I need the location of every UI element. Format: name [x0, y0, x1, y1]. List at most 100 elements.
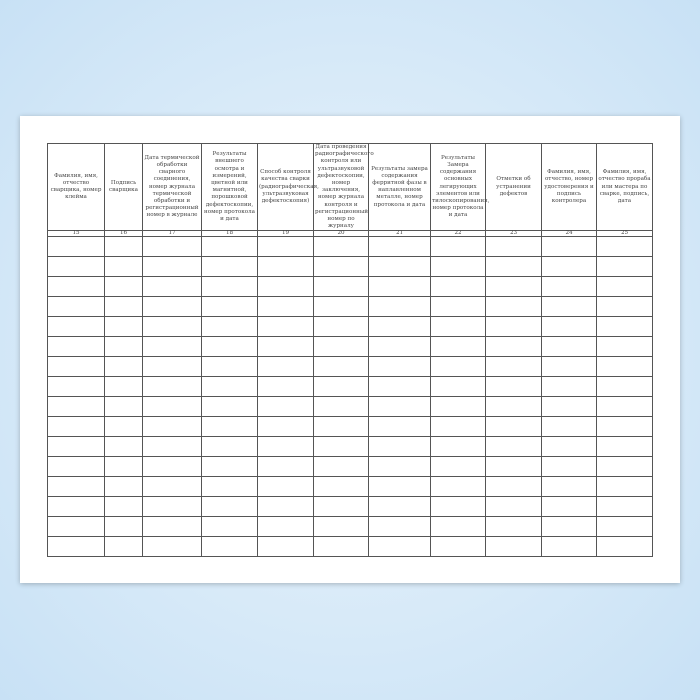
table-cell[interactable] — [257, 336, 314, 358]
table-cell[interactable] — [596, 296, 653, 318]
table-cell[interactable] — [313, 536, 369, 558]
table-cell[interactable] — [142, 496, 202, 518]
table-cell[interactable] — [104, 236, 143, 258]
table-cell[interactable] — [313, 316, 369, 338]
table-cell[interactable] — [313, 516, 369, 538]
table-cell[interactable] — [257, 276, 314, 298]
table-cell[interactable] — [368, 456, 431, 478]
table-cell[interactable] — [142, 376, 202, 398]
table-cell[interactable] — [201, 276, 258, 298]
table-cell[interactable] — [485, 256, 542, 278]
table-cell[interactable] — [142, 476, 202, 498]
table-cell[interactable] — [104, 416, 143, 438]
table-cell[interactable] — [430, 276, 486, 298]
table-cell[interactable] — [47, 416, 105, 438]
table-cell[interactable] — [596, 516, 653, 538]
table-cell[interactable] — [541, 516, 597, 538]
table-cell[interactable] — [313, 436, 369, 458]
table-cell[interactable] — [485, 336, 542, 358]
table-cell[interactable] — [313, 336, 369, 358]
table-cell[interactable] — [142, 236, 202, 258]
table-cell[interactable] — [485, 276, 542, 298]
table-cell[interactable] — [201, 336, 258, 358]
table-cell[interactable] — [201, 356, 258, 378]
table-cell[interactable] — [596, 376, 653, 398]
table-cell[interactable] — [257, 296, 314, 318]
table-cell[interactable] — [541, 456, 597, 478]
table-cell[interactable] — [201, 256, 258, 278]
table-cell[interactable] — [201, 496, 258, 518]
table-cell[interactable] — [257, 436, 314, 458]
table-cell[interactable] — [142, 516, 202, 538]
table-cell[interactable] — [368, 376, 431, 398]
table-cell[interactable] — [485, 496, 542, 518]
table-cell[interactable] — [313, 256, 369, 278]
table-cell[interactable] — [142, 296, 202, 318]
table-cell[interactable] — [368, 396, 431, 418]
table-cell[interactable] — [596, 236, 653, 258]
table-cell[interactable] — [368, 316, 431, 338]
table-cell[interactable] — [47, 536, 105, 558]
table-cell[interactable] — [47, 456, 105, 478]
table-cell[interactable] — [47, 396, 105, 418]
table-cell[interactable] — [430, 456, 486, 478]
table-cell[interactable] — [313, 376, 369, 398]
table-cell[interactable] — [104, 296, 143, 318]
table-cell[interactable] — [257, 516, 314, 538]
table-cell[interactable] — [596, 336, 653, 358]
table-cell[interactable] — [257, 416, 314, 438]
table-cell[interactable] — [313, 456, 369, 478]
table-cell[interactable] — [201, 436, 258, 458]
table-cell[interactable] — [142, 536, 202, 558]
table-cell[interactable] — [47, 296, 105, 318]
table-cell[interactable] — [485, 456, 542, 478]
table-cell[interactable] — [47, 376, 105, 398]
table-cell[interactable] — [596, 536, 653, 558]
table-cell[interactable] — [201, 236, 258, 258]
table-cell[interactable] — [541, 476, 597, 498]
table-cell[interactable] — [201, 536, 258, 558]
table-cell[interactable] — [596, 396, 653, 418]
table-cell[interactable] — [104, 536, 143, 558]
table-cell[interactable] — [201, 456, 258, 478]
table-cell[interactable] — [104, 356, 143, 378]
table-cell[interactable] — [104, 276, 143, 298]
table-cell[interactable] — [430, 516, 486, 538]
table-cell[interactable] — [104, 456, 143, 478]
table-cell[interactable] — [313, 296, 369, 318]
table-cell[interactable] — [368, 416, 431, 438]
table-cell[interactable] — [485, 536, 542, 558]
table-cell[interactable] — [142, 336, 202, 358]
table-cell[interactable] — [142, 256, 202, 278]
table-cell[interactable] — [368, 256, 431, 278]
table-cell[interactable] — [104, 256, 143, 278]
table-cell[interactable] — [257, 396, 314, 418]
table-cell[interactable] — [541, 316, 597, 338]
table-cell[interactable] — [313, 276, 369, 298]
table-cell[interactable] — [47, 236, 105, 258]
table-cell[interactable] — [368, 276, 431, 298]
table-cell[interactable] — [430, 336, 486, 358]
table-cell[interactable] — [430, 376, 486, 398]
table-cell[interactable] — [201, 396, 258, 418]
table-cell[interactable] — [142, 416, 202, 438]
table-cell[interactable] — [541, 496, 597, 518]
table-cell[interactable] — [47, 496, 105, 518]
table-cell[interactable] — [104, 316, 143, 338]
table-cell[interactable] — [47, 256, 105, 278]
table-cell[interactable] — [368, 356, 431, 378]
table-cell[interactable] — [541, 536, 597, 558]
table-cell[interactable] — [430, 316, 486, 338]
table-cell[interactable] — [430, 396, 486, 418]
table-cell[interactable] — [485, 476, 542, 498]
table-cell[interactable] — [430, 436, 486, 458]
table-cell[interactable] — [313, 496, 369, 518]
table-cell[interactable] — [368, 236, 431, 258]
table-cell[interactable] — [541, 436, 597, 458]
table-cell[interactable] — [485, 516, 542, 538]
table-cell[interactable] — [430, 416, 486, 438]
table-cell[interactable] — [485, 356, 542, 378]
table-cell[interactable] — [430, 476, 486, 498]
table-cell[interactable] — [104, 336, 143, 358]
table-cell[interactable] — [201, 476, 258, 498]
